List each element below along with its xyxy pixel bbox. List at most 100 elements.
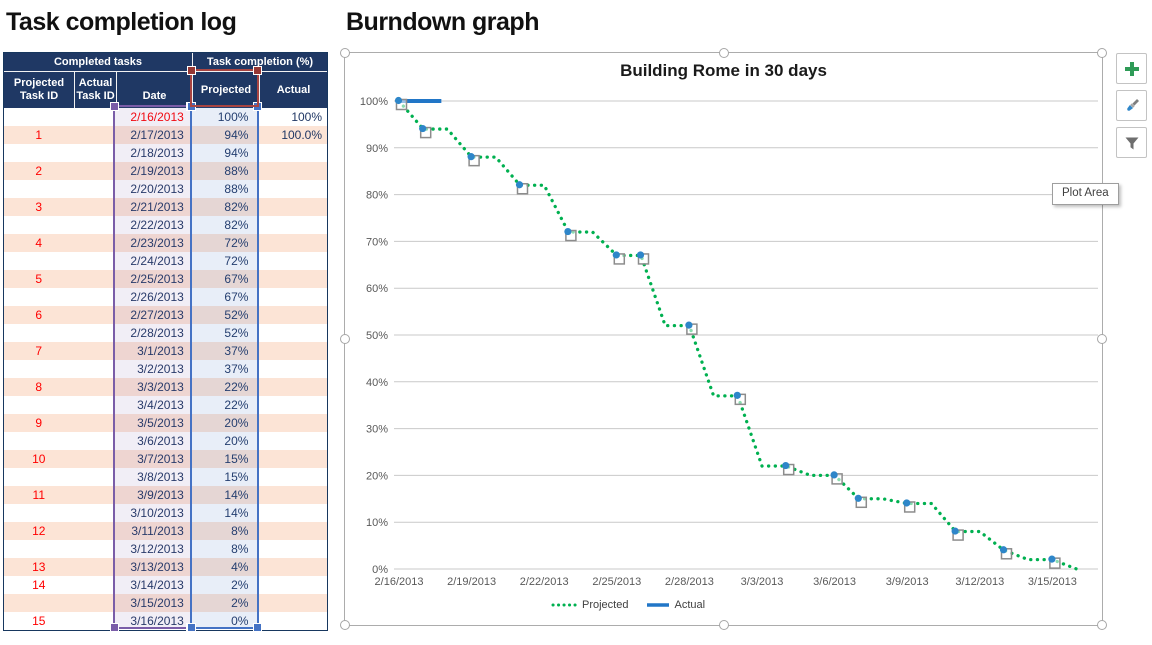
cell-actual-task-id[interactable] [74, 450, 116, 468]
cell-actual-pct[interactable] [257, 594, 327, 612]
cell-projected-task-id[interactable]: 12 [32, 524, 46, 538]
cell-actual-pct[interactable]: 100.0% [281, 128, 323, 142]
cell-date[interactable]: 3/9/2013 [137, 488, 184, 502]
cell-actual-task-id[interactable] [74, 216, 116, 234]
cell-projected-task-id[interactable] [4, 396, 74, 414]
cell-projected-pct[interactable]: 37% [224, 362, 249, 376]
cell-projected-pct[interactable]: 8% [231, 524, 249, 538]
chart-legend[interactable]: Projected Actual [551, 599, 705, 611]
cell-actual-task-id[interactable] [74, 270, 116, 288]
cell-actual-pct[interactable] [257, 504, 327, 522]
cell-date[interactable]: 3/15/2013 [130, 596, 184, 610]
cell-actual-task-id[interactable] [74, 162, 116, 180]
cell-projected-pct[interactable]: 67% [224, 290, 249, 304]
cell-projected-task-id[interactable]: 2 [35, 164, 43, 178]
cell-actual-pct[interactable] [257, 432, 327, 450]
cell-projected-pct[interactable]: 37% [224, 344, 249, 358]
col-header-pct-actual[interactable]: Actual [259, 72, 327, 108]
col-header-projected-task-id[interactable]: Projected Task ID [13, 77, 65, 102]
group-header-completed-tasks[interactable]: Completed tasks [4, 53, 192, 72]
cell-actual-task-id[interactable] [74, 108, 116, 126]
cell-date[interactable]: 2/23/2013 [130, 236, 184, 250]
resize-handle-top-right[interactable] [1097, 48, 1107, 58]
cell-date[interactable]: 3/14/2013 [130, 578, 184, 592]
cell-actual-pct[interactable] [257, 288, 327, 306]
cell-date[interactable]: 2/27/2013 [130, 308, 184, 322]
cell-actual-task-id[interactable] [74, 396, 116, 414]
col-header-actual-task-id[interactable]: Actual Task ID [74, 72, 116, 108]
cell-projected-pct[interactable]: 0% [231, 614, 249, 628]
cell-date[interactable]: 2/17/2013 [130, 128, 184, 142]
cell-actual-pct[interactable] [257, 270, 327, 288]
cell-date[interactable]: 2/25/2013 [130, 272, 184, 286]
cell-actual-pct[interactable] [257, 396, 327, 414]
cell-date[interactable]: 3/7/2013 [137, 452, 184, 466]
cell-actual-pct[interactable] [257, 540, 327, 558]
cell-date[interactable]: 2/20/2013 [130, 182, 184, 196]
cell-projected-pct[interactable]: 94% [224, 146, 249, 160]
cell-actual-task-id[interactable] [74, 594, 116, 612]
cell-actual-pct[interactable] [257, 450, 327, 468]
cell-actual-pct[interactable] [257, 558, 327, 576]
cell-actual-pct[interactable] [257, 324, 327, 342]
cell-actual-pct[interactable] [257, 216, 327, 234]
cell-projected-task-id[interactable]: 7 [35, 344, 43, 358]
cell-projected-pct[interactable]: 88% [224, 164, 249, 178]
cell-projected-task-id[interactable] [4, 468, 74, 486]
cell-projected-pct[interactable]: 52% [224, 308, 249, 322]
cell-date[interactable]: 3/8/2013 [137, 470, 184, 484]
resize-handle-bottom[interactable] [718, 620, 729, 630]
cell-actual-task-id[interactable] [74, 288, 116, 306]
cell-projected-pct[interactable]: 52% [224, 326, 249, 340]
resize-handle-bottom-right[interactable] [1097, 620, 1107, 630]
cell-projected-task-id[interactable]: 11 [32, 488, 45, 502]
cell-date[interactable]: 3/5/2013 [137, 416, 184, 430]
cell-actual-task-id[interactable] [74, 378, 116, 396]
cell-date[interactable]: 3/13/2013 [130, 560, 184, 574]
cell-projected-task-id[interactable] [4, 594, 74, 612]
cell-actual-pct[interactable] [257, 378, 327, 396]
burndown-chart[interactable]: Building Rome in 30 days 0% 10% 20% 30% 40% 5… [340, 48, 1107, 630]
cell-projected-task-id[interactable]: 9 [35, 416, 43, 430]
cell-date[interactable]: 2/21/2013 [130, 200, 184, 214]
cell-date[interactable]: 2/18/2013 [130, 146, 184, 160]
cell-actual-task-id[interactable] [74, 522, 116, 540]
cell-actual-pct[interactable] [257, 306, 327, 324]
cell-date[interactable]: 3/4/2013 [137, 398, 184, 412]
cell-projected-pct[interactable]: 100% [217, 110, 249, 124]
cell-projected-pct[interactable]: 22% [224, 398, 249, 412]
cell-actual-task-id[interactable] [74, 486, 116, 504]
cell-projected-pct[interactable]: 2% [231, 578, 249, 592]
cell-actual-task-id[interactable] [74, 234, 116, 252]
cell-actual-pct[interactable] [257, 198, 327, 216]
cell-date[interactable]: 2/26/2013 [130, 290, 184, 304]
cell-projected-pct[interactable]: 20% [224, 434, 249, 448]
chart-styles-button[interactable] [1116, 90, 1147, 121]
cell-actual-task-id[interactable] [74, 252, 116, 270]
cell-actual-pct[interactable] [257, 162, 327, 180]
cell-date[interactable]: 3/1/2013 [137, 344, 184, 358]
cell-projected-task-id[interactable] [4, 540, 74, 558]
cell-projected-pct[interactable]: 88% [224, 182, 249, 196]
chart-elements-button[interactable] [1116, 53, 1147, 84]
cell-projected-task-id[interactable]: 10 [32, 452, 46, 466]
cell-actual-pct[interactable] [257, 468, 327, 486]
cell-actual-pct[interactable] [257, 414, 327, 432]
cell-actual-pct[interactable] [257, 144, 327, 162]
group-header-task-completion[interactable]: Task completion (%) [192, 53, 327, 72]
cell-projected-task-id[interactable] [4, 432, 74, 450]
cell-actual-task-id[interactable] [74, 180, 116, 198]
cell-date[interactable]: 3/2/2013 [137, 362, 184, 376]
cell-date[interactable]: 2/16/2013 [130, 110, 184, 124]
cell-projected-task-id[interactable]: 13 [32, 560, 46, 574]
cell-actual-pct[interactable] [257, 234, 327, 252]
cell-actual-task-id[interactable] [74, 126, 116, 144]
cell-date[interactable]: 3/10/2013 [130, 506, 184, 520]
cell-actual-task-id[interactable] [74, 324, 116, 342]
cell-projected-pct[interactable]: 22% [224, 380, 249, 394]
cell-actual-pct[interactable] [257, 180, 327, 198]
cell-projected-task-id[interactable]: 8 [35, 380, 43, 394]
cell-projected-task-id[interactable]: 1 [35, 128, 43, 142]
chart-filters-button[interactable] [1116, 127, 1147, 158]
resize-handle-top[interactable] [718, 48, 729, 58]
